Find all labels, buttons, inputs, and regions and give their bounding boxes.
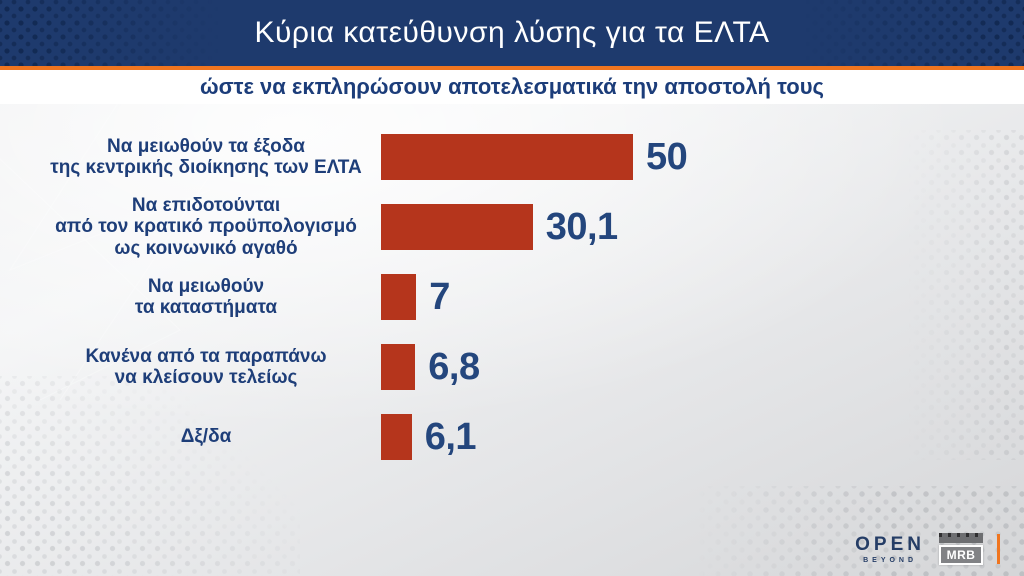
- category-label: Κανένα από τα παραπάνω να κλείσουν τελεί…: [85, 345, 327, 388]
- page-title: Κύρια κατεύθυνση λύσης για τα ΕΛΤΑ: [254, 16, 770, 49]
- page-subtitle: ώστε να εκπληρώσουν αποτελεσματικά την α…: [200, 74, 824, 99]
- bar: [381, 414, 412, 460]
- mrb-logo: MRB: [939, 533, 983, 565]
- bar: [381, 274, 417, 320]
- mrb-logo-text: MRB: [946, 548, 976, 562]
- bar-chart: Να μειωθούν τα έξοδα της κεντρικής διοίκ…: [0, 104, 1024, 472]
- bar: [381, 204, 533, 250]
- bar-row: Να επιδοτούνται από τον κρατικό προϋπολο…: [0, 192, 1024, 262]
- category-label: Να μειωθούν τα καταστήματα: [134, 275, 278, 318]
- bar-row: Κανένα από τα παραπάνω να κλείσουν τελεί…: [0, 332, 1024, 402]
- bar: [381, 344, 416, 390]
- open-logo-text: OPEN: [855, 533, 925, 555]
- bar-row: Να μειωθούν τα καταστήματα 7: [0, 262, 1024, 332]
- mrb-logo-topbar: [939, 533, 983, 543]
- bar-row: Να μειωθούν τα έξοδα της κεντρικής διοίκ…: [0, 122, 1024, 192]
- bar-zone: 7: [381, 274, 450, 320]
- open-channel-logo: OPEN BEYOND: [855, 535, 925, 564]
- bar-zone: 6,8: [381, 344, 480, 390]
- value-label: 30,1: [545, 205, 618, 248]
- category-label: Να επιδοτούνται από τον κρατικό προϋπολο…: [55, 195, 357, 259]
- bar-zone: 50: [381, 134, 688, 180]
- accent-divider: [0, 66, 1024, 70]
- mrb-logo-box: MRB: [939, 545, 983, 565]
- footer-logos: OPEN BEYOND MRB: [855, 533, 1000, 565]
- bar-zone: 30,1: [381, 204, 618, 250]
- subtitle-band: ώστε να εκπληρώσουν αποτελεσματικά την α…: [0, 70, 1024, 104]
- open-logo-tagline: BEYOND: [863, 556, 918, 564]
- footer-orange-divider: [997, 534, 1000, 564]
- bar: [381, 134, 633, 180]
- title-banner: Κύρια κατεύθυνση λύσης για τα ΕΛΤΑ: [0, 0, 1024, 66]
- bar-row: Δξ/δα 6,1: [0, 402, 1024, 472]
- value-label: 6,8: [428, 345, 480, 388]
- category-label: Να μειωθούν τα έξοδα της κεντρικής διοίκ…: [50, 135, 362, 178]
- category-label: Δξ/δα: [180, 426, 232, 448]
- value-label: 7: [429, 275, 450, 318]
- bar-zone: 6,1: [381, 414, 477, 460]
- value-label: 6,1: [424, 415, 477, 458]
- value-label: 50: [646, 135, 688, 178]
